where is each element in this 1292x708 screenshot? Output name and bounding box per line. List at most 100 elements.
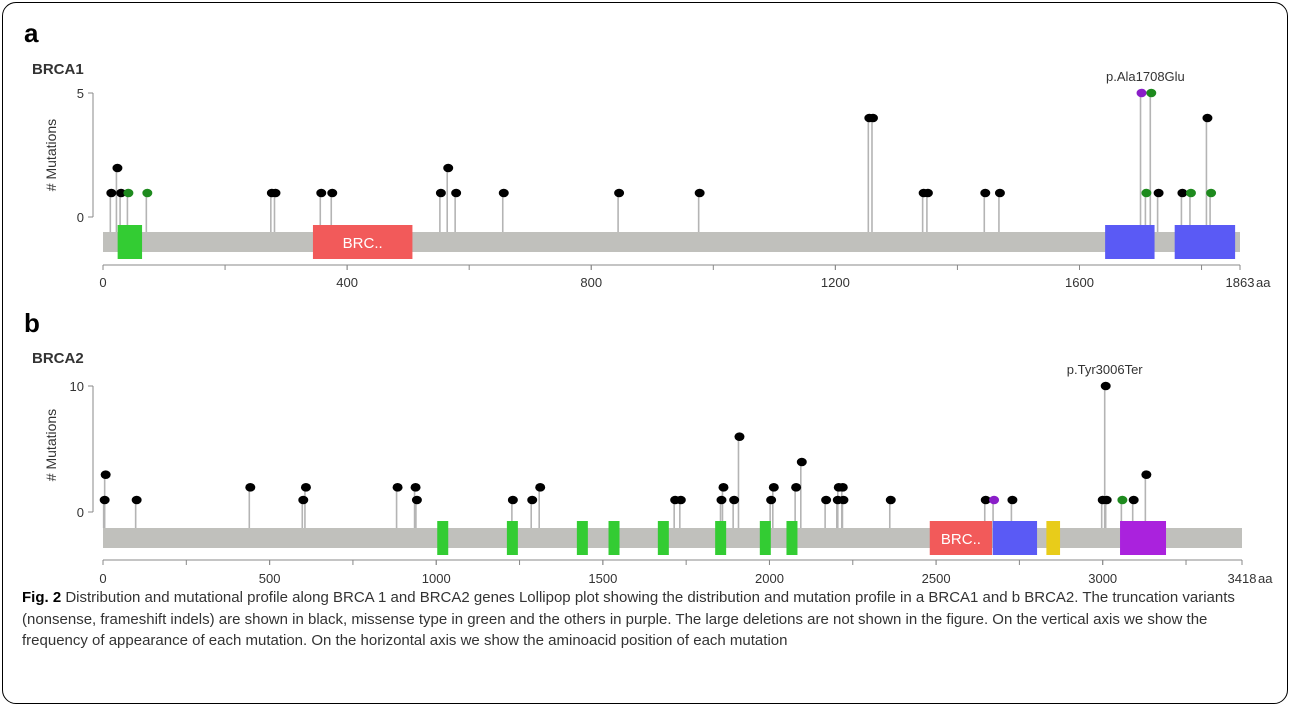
mutation-point — [131, 495, 142, 505]
mutation-point — [1153, 188, 1164, 198]
mutation-point — [867, 113, 878, 123]
mutation-point — [734, 432, 745, 441]
mutation-point — [980, 188, 991, 198]
x-tick-label: 2000 — [755, 571, 784, 586]
x-unit-label: aa — [1258, 571, 1273, 586]
x-tick-label: 1500 — [588, 571, 617, 586]
x-tick-label: 1000 — [422, 571, 451, 586]
mutation-point — [498, 188, 509, 198]
gene-title: BRCA2 — [32, 350, 84, 367]
mutation-point — [989, 495, 1000, 505]
mutation-point — [270, 188, 281, 198]
y-tick-label: 0 — [77, 505, 84, 520]
mutation-point — [1128, 495, 1139, 505]
x-tick-label: 1200 — [821, 275, 850, 290]
protein-domain — [312, 225, 413, 259]
protein-domain — [437, 521, 449, 555]
mutation-point — [1141, 188, 1152, 198]
y-tick-label: 10 — [70, 379, 84, 394]
mutation-point — [1136, 88, 1147, 98]
mutation-point — [837, 483, 848, 492]
mutation-point — [1177, 188, 1188, 198]
mutation-point — [112, 163, 123, 173]
x-tick-label: 800 — [580, 275, 602, 290]
x-tick-label: 3000 — [1088, 571, 1117, 586]
protein-domain — [929, 521, 993, 555]
mutation-point — [527, 495, 538, 505]
mutation-point — [1117, 495, 1128, 505]
mutation-point — [298, 495, 309, 505]
x-tick-label: 400 — [336, 275, 358, 290]
mutation-point — [994, 188, 1005, 198]
mutation-point — [392, 483, 403, 492]
mutation-point — [980, 495, 991, 505]
mutation-point — [99, 495, 110, 505]
mutation-point — [796, 457, 807, 467]
mutation-point — [507, 495, 518, 505]
mutation-point — [106, 188, 117, 198]
mutation-point — [123, 188, 134, 198]
mutation-point — [443, 163, 454, 173]
panel-letter-b: b — [24, 308, 40, 338]
mutation-point — [718, 483, 729, 492]
mutation-point — [116, 188, 127, 198]
mutation-point — [1101, 495, 1112, 505]
mutation-annotation: p.Ala1708Glu — [1106, 69, 1185, 84]
mutation-annotation: p.Tyr3006Ter — [1067, 362, 1144, 377]
mutation-point — [451, 188, 462, 198]
mutation-point — [766, 495, 777, 505]
protein-domain — [1105, 225, 1155, 259]
mutation-point — [316, 188, 327, 198]
mutation-point — [885, 495, 896, 505]
mutation-point — [300, 483, 311, 492]
x-unit-label: aa — [1256, 275, 1271, 290]
caption-text: Distribution and mutational profile alon… — [22, 589, 1235, 649]
mutation-point — [100, 470, 111, 479]
figure-caption: Fig. 2 Distribution and mutational profi… — [22, 587, 1277, 652]
x-tick-label: 2500 — [922, 571, 951, 586]
protein-domain — [608, 521, 620, 555]
domain-label: BRC.. — [941, 531, 981, 548]
mutation-point — [694, 188, 705, 198]
x-tick-label: 1600 — [1065, 275, 1094, 290]
mutation-point — [922, 188, 933, 198]
mutation-point — [1202, 113, 1213, 123]
y-tick-label: 5 — [77, 86, 84, 101]
protein-domain — [1046, 521, 1061, 555]
mutation-point — [411, 495, 422, 505]
x-tick-label: 1863 — [1226, 275, 1255, 290]
y-axis-label: # Mutations — [43, 409, 59, 481]
y-axis-label: # Mutations — [43, 119, 59, 191]
protein-domain — [506, 521, 518, 555]
mutation-point — [768, 483, 779, 492]
protein-domain — [992, 521, 1038, 555]
x-tick-label: 3418 — [1228, 571, 1257, 586]
x-tick-label: 0 — [99, 571, 106, 586]
mutation-point — [1141, 470, 1152, 479]
mutation-point — [1007, 495, 1018, 505]
mutation-point — [435, 188, 446, 198]
mutation-point — [716, 495, 727, 505]
protein-domain — [715, 521, 727, 555]
panel-letter-a: a — [24, 18, 39, 48]
mutation-point — [729, 495, 740, 505]
gene-title: BRCA1 — [32, 61, 84, 78]
caption-label: Fig. 2 — [22, 589, 62, 606]
mutation-point — [142, 188, 153, 198]
protein-domain — [1174, 225, 1236, 259]
protein-backbone — [103, 232, 1240, 252]
mutation-point — [1185, 188, 1196, 198]
mutation-point — [821, 495, 832, 505]
domain-label: BRC.. — [343, 235, 383, 252]
mutation-point — [245, 483, 256, 492]
mutation-point — [1146, 88, 1157, 98]
protein-domain — [576, 521, 588, 555]
mutation-point — [791, 483, 802, 492]
mutation-point — [535, 483, 546, 492]
mutation-point — [838, 495, 849, 505]
protein-domain — [117, 225, 143, 259]
y-tick-label: 0 — [77, 210, 84, 225]
mutation-point — [1206, 188, 1217, 198]
